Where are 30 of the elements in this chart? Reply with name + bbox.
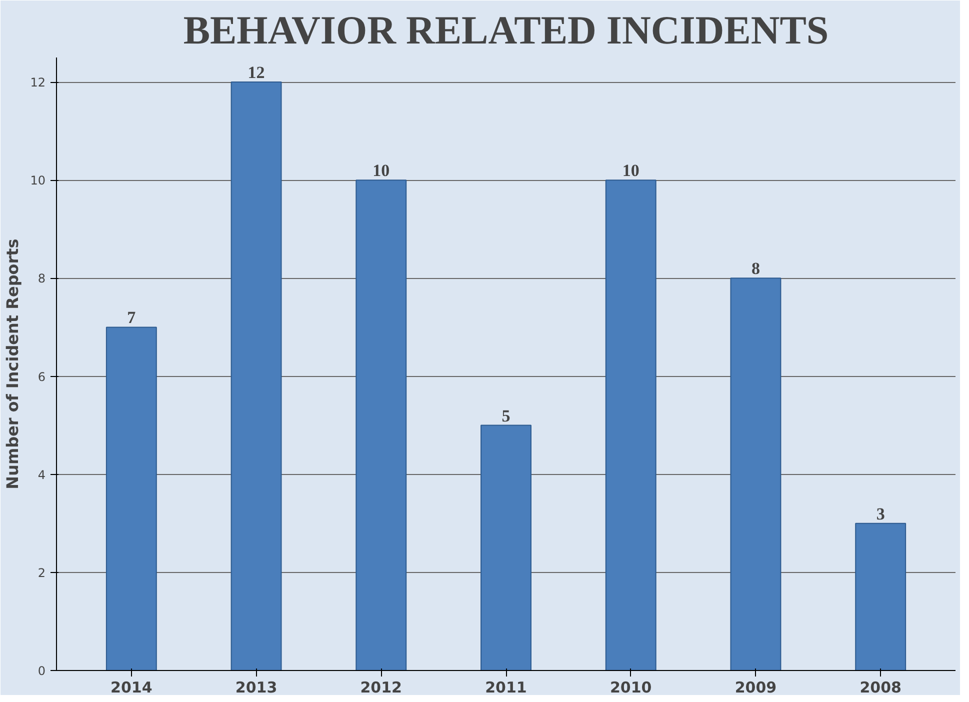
bar — [230, 82, 282, 670]
bar — [356, 180, 407, 670]
x-tick-label: 2013 — [235, 678, 278, 696]
bar — [106, 326, 157, 670]
bar — [730, 278, 782, 670]
x-tick-label: 2009 — [734, 678, 777, 696]
x-tick-label: 2008 — [860, 678, 902, 696]
y-axis-title: Number of Incident Reports — [3, 238, 22, 490]
y-tick-label: 0 — [38, 664, 46, 678]
y-tick-label: 10 — [30, 174, 46, 188]
bar — [855, 522, 906, 670]
data-label: 12 — [248, 63, 265, 82]
y-tick-label: 6 — [38, 370, 46, 384]
y-tick-label: 8 — [38, 272, 46, 286]
y-tick-label: 12 — [30, 76, 46, 90]
data-label: 10 — [622, 161, 640, 180]
x-tick-label: 2012 — [360, 678, 402, 696]
data-label: 3 — [876, 504, 885, 524]
bar — [480, 424, 532, 670]
data-label: 7 — [127, 308, 136, 328]
x-tick-label: 2011 — [485, 678, 527, 696]
data-label: 5 — [502, 406, 510, 426]
x-tick-label: 2010 — [610, 678, 652, 696]
y-tick-label: 2 — [38, 566, 46, 580]
y-tick-label: 4 — [38, 468, 46, 482]
bar — [605, 180, 656, 670]
data-label: 8 — [751, 259, 760, 278]
chart-title: BEHAVIOR RELATED INCIDENTS — [183, 8, 829, 52]
data-label: 10 — [372, 161, 390, 180]
x-tick-label: 2014 — [110, 678, 152, 696]
